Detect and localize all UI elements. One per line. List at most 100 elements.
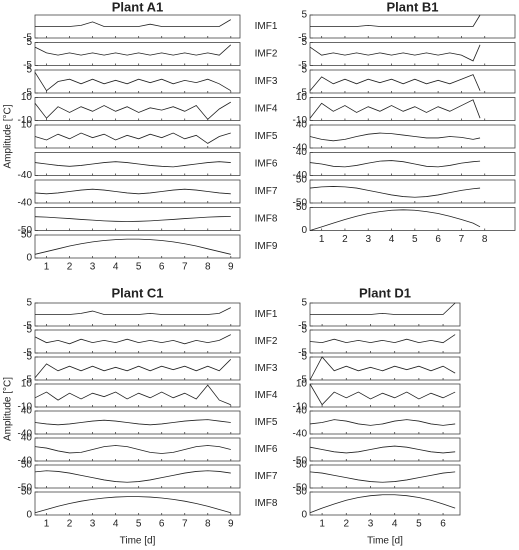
subplot-box (309, 491, 461, 516)
imf-label: IMF6 (255, 444, 278, 455)
imf-line (34, 445, 231, 454)
y-tick-label: -5 (298, 33, 307, 44)
x-tick-label: 6 (440, 519, 446, 530)
y-tick-label: 5 (26, 37, 32, 48)
imf-line (309, 445, 456, 454)
subplot-box (309, 437, 461, 462)
y-tick-label: -40 (18, 456, 33, 467)
imf-label: IMF6 (255, 159, 278, 170)
subplot-box (34, 124, 241, 149)
x-tick-label: 8 (205, 519, 211, 530)
imf-line (309, 74, 481, 91)
y-tick-label: -10 (18, 402, 33, 413)
imf-label: IMF8 (255, 214, 278, 225)
subplot-box (34, 356, 241, 381)
imf-line (34, 238, 231, 255)
y-tick-label: 50 (296, 487, 308, 498)
imf-line (34, 470, 231, 483)
imf-line (34, 334, 231, 345)
y-tick-label: -50 (293, 483, 308, 494)
imf-line (34, 132, 231, 144)
y-tick-label: 5 (301, 298, 307, 309)
x-tick-label: 9 (228, 519, 234, 530)
x-tick-label: 7 (182, 262, 188, 273)
y-tick-label: -5 (298, 375, 307, 386)
y-tick-label: -40 (293, 170, 308, 181)
x-tick-label: 7 (182, 519, 188, 530)
x-tick-label: 4 (113, 262, 119, 273)
subplot-box (34, 329, 241, 354)
x-tick-label: 4 (113, 519, 119, 530)
imf-line (309, 494, 456, 514)
y-tick-label: -5 (298, 348, 307, 359)
x-tick-label: 5 (136, 519, 142, 530)
x-tick-label: 6 (159, 262, 165, 273)
x-tick-label: 4 (392, 519, 398, 530)
y-tick-label: 10 (21, 379, 33, 390)
imf-line (34, 44, 232, 56)
x-tick-label: 8 (205, 262, 211, 273)
x-axis-label: Time [d] (367, 536, 403, 547)
y-tick-label: -40 (293, 143, 308, 154)
y-tick-label: -5 (23, 88, 32, 99)
imf-line (34, 101, 231, 120)
y-tick-label: 10 (296, 92, 308, 103)
imf-label: IMF8 (255, 498, 278, 509)
x-tick-label: 2 (342, 234, 348, 245)
imf-line (35, 307, 231, 315)
x-tick-label: 4 (389, 234, 395, 245)
y-tick-label: 5 (26, 325, 32, 336)
imf-line (34, 188, 231, 195)
x-tick-label: 2 (67, 519, 73, 530)
imf-line (34, 496, 231, 514)
x-tick-label: 1 (319, 234, 325, 245)
imf-line (35, 19, 231, 27)
subplot-box (309, 207, 516, 231)
y-tick-label: -50 (293, 456, 308, 467)
subplot-box (309, 464, 461, 489)
y-tick-label: 40 (296, 406, 308, 417)
subplot-box (34, 42, 241, 66)
subplot-box (309, 356, 461, 381)
y-tick-label: -5 (23, 375, 32, 386)
y-tick-label: -5 (23, 348, 32, 359)
x-tick-label: 5 (416, 519, 422, 530)
y-tick-label: 50 (296, 460, 308, 471)
y-axis-label: Amplitude [°C] (3, 104, 14, 168)
y-tick-label: 50 (21, 230, 33, 241)
subplot-box (309, 152, 516, 176)
y-tick-label: 5 (301, 65, 307, 76)
y-tick-label: -40 (18, 170, 33, 181)
imf-line (309, 471, 456, 483)
imf-line (309, 419, 456, 426)
imf-line (309, 383, 456, 406)
y-tick-label: 5 (301, 325, 307, 336)
y-tick-label: -40 (293, 429, 308, 440)
subplot-box (309, 69, 516, 94)
imf-line (309, 334, 456, 344)
x-tick-label: 2 (67, 262, 73, 273)
panel-title: Plant B1 (386, 0, 438, 14)
panel-title: Plant C1 (111, 285, 163, 300)
x-axis-label: Time [d] (120, 536, 156, 547)
y-tick-label: 0 (301, 225, 307, 236)
x-tick-label: 3 (90, 519, 96, 530)
y-tick-label: 5 (301, 37, 307, 48)
y-tick-label: 50 (296, 202, 308, 213)
subplot-box (34, 97, 241, 121)
subplot-box (34, 207, 241, 231)
x-tick-label: 3 (368, 519, 374, 530)
imf-label: IMF2 (255, 49, 278, 60)
imf-line (309, 209, 481, 231)
x-tick-label: 5 (136, 262, 142, 273)
imf-line (34, 359, 232, 378)
imf-label: IMF5 (255, 131, 278, 142)
imf-label: IMF4 (255, 390, 278, 401)
imf-line (309, 160, 481, 168)
imf-label: IMF7 (255, 186, 278, 197)
imf-line (34, 161, 231, 168)
imf-label: IMF3 (255, 363, 278, 374)
y-tick-label: -5 (23, 33, 32, 44)
imf-line (310, 302, 456, 315)
